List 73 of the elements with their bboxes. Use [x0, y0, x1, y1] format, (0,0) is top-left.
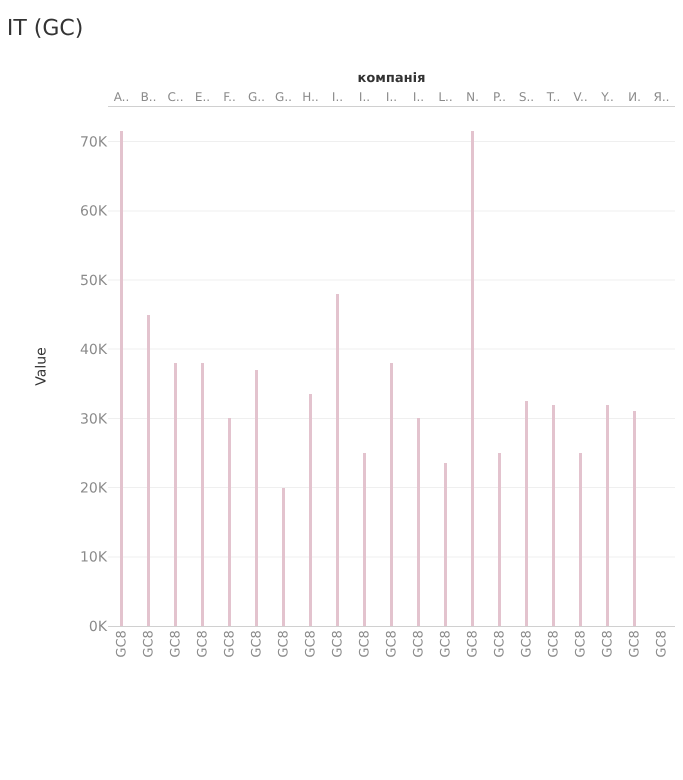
text: GC8	[114, 630, 130, 658]
text: GC8	[195, 630, 210, 658]
bar	[201, 363, 204, 626]
x-tick-label: I..	[386, 90, 398, 104]
x-tick-label: P..	[493, 90, 506, 104]
x-tick-label: B..	[140, 90, 156, 104]
bar	[552, 405, 555, 626]
bar	[606, 405, 609, 626]
text: GC8	[627, 630, 642, 658]
bar	[282, 488, 285, 626]
x-tick-label: L..	[438, 90, 453, 104]
x-tick-label: N.	[466, 90, 479, 104]
bar	[309, 394, 312, 626]
text: GC8	[411, 630, 426, 658]
text: GC8	[222, 630, 238, 658]
x-tick-label: G..	[275, 90, 292, 104]
text: GC8	[168, 630, 184, 658]
bar	[174, 363, 177, 626]
x-tick-label: C..	[167, 90, 184, 104]
bar	[444, 463, 447, 626]
text: GC8	[384, 630, 400, 658]
bar	[579, 453, 582, 626]
y-axis-title: Value	[34, 347, 50, 386]
y-tick-label: 50K	[80, 272, 108, 289]
text: GC8	[654, 630, 670, 658]
y-tick-label: 30K	[80, 411, 108, 428]
y-tick-label: 60K	[80, 204, 108, 220]
x-tick-label: I..	[358, 90, 370, 104]
text: GC8	[249, 630, 264, 658]
bar	[471, 131, 474, 626]
text: GC8	[141, 630, 156, 658]
bar	[390, 363, 393, 626]
x-tick-label: S..	[518, 90, 534, 104]
text: GC8	[519, 630, 534, 658]
y-tick-label: 0K	[88, 618, 108, 635]
bar	[363, 453, 366, 626]
x-axis-title: компанія	[358, 71, 426, 86]
chart-title: IT (GC)	[6, 16, 84, 41]
text: GC8	[492, 630, 508, 658]
text: GC8	[330, 630, 346, 658]
y-tick-label: 10K	[80, 550, 108, 566]
x-tick-label: A..	[114, 90, 130, 104]
bar	[147, 315, 150, 626]
text: GC8	[546, 630, 562, 658]
text: GC8	[438, 630, 454, 658]
x-tick-label: H..	[302, 90, 319, 104]
y-tick-label: 20K	[80, 480, 108, 496]
x-tick-label: E..	[194, 90, 210, 104]
bar	[120, 131, 123, 626]
x-tick-label: T..	[546, 90, 560, 104]
x-tick-label: Я..	[654, 90, 670, 104]
y-tick-label: 40K	[80, 342, 108, 358]
y-tick-label: 70K	[80, 134, 108, 150]
bar	[633, 411, 636, 626]
text: GC8	[357, 630, 372, 658]
text: GC8	[276, 630, 292, 658]
x-tick-label: И.	[628, 90, 641, 104]
x-tick-label: F..	[223, 90, 236, 104]
bar	[525, 401, 528, 626]
text: GC8	[573, 630, 588, 658]
text: GC8	[303, 630, 318, 658]
x-tick-label: I..	[332, 90, 344, 104]
x-tick-label: V..	[573, 90, 588, 104]
x-tick-label: I..	[412, 90, 424, 104]
text: GC8	[465, 630, 480, 658]
text: GC8	[600, 630, 616, 658]
x-tick-label: Y..	[600, 90, 614, 104]
bar	[228, 418, 231, 626]
bar	[417, 418, 420, 626]
x-tick-label: G..	[248, 90, 265, 104]
bar	[255, 370, 258, 626]
bar	[336, 294, 339, 626]
bar	[498, 453, 501, 626]
